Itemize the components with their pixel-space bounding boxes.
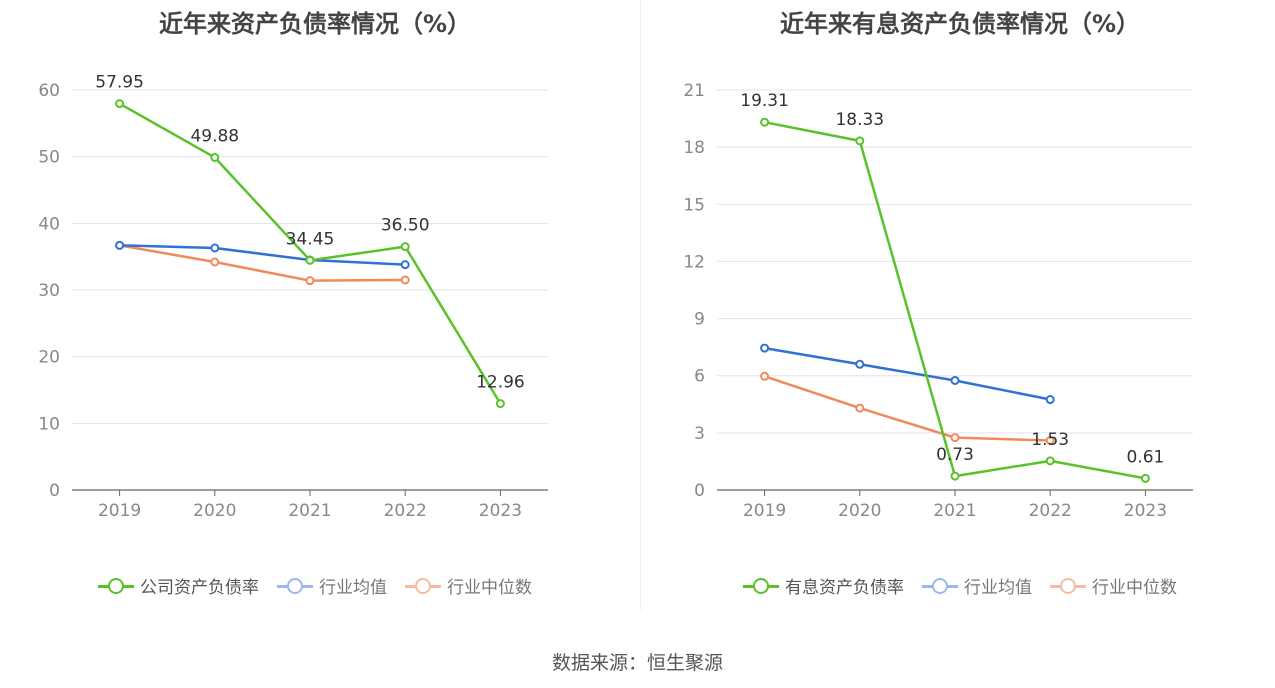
- chart-title: 近年来资产负债率情况（%）: [158, 10, 472, 38]
- legend-item-median[interactable]: 行业中位数: [405, 573, 532, 598]
- y-tick-label: 6: [694, 367, 705, 387]
- data-point-average: [760, 343, 770, 353]
- data-point-company: [210, 152, 220, 162]
- data-point-company: [400, 242, 410, 252]
- data-point-average: [210, 243, 220, 253]
- legend-label: 有息资产负债率: [785, 578, 904, 598]
- panel-divider: [640, 0, 641, 610]
- x-tick-label: 2019: [743, 501, 786, 521]
- y-tick-label: 30: [38, 281, 60, 301]
- y-tick-label: 50: [38, 148, 60, 168]
- chart-asset-liability: 近年来资产负债率情况（%） 0 10 20 30 40 50 60 2019 2020 2021 2…: [0, 0, 630, 620]
- y-tick-label: 0: [694, 481, 705, 501]
- data-point-company: [495, 399, 505, 409]
- data-point-median: [210, 257, 220, 267]
- data-point-company: [855, 136, 865, 146]
- data-label: 1.53: [1031, 430, 1069, 450]
- legend-swatch-icon: [743, 577, 779, 594]
- data-label: 18.33: [835, 110, 884, 130]
- data-point-company: [115, 99, 125, 109]
- y-tick-label: 20: [38, 348, 60, 368]
- legend-label: 行业中位数: [447, 578, 532, 598]
- data-point-median: [760, 371, 770, 381]
- data-point-median: [950, 433, 960, 443]
- data-label: 19.31: [740, 91, 789, 111]
- y-tick-label: 40: [38, 214, 60, 234]
- data-point-company: [950, 471, 960, 481]
- y-tick-label: 0: [49, 481, 60, 501]
- legend-swatch-icon: [98, 577, 134, 594]
- data-label: 0.61: [1126, 447, 1164, 467]
- y-tick-label: 3: [694, 424, 705, 444]
- x-tick-label: 2022: [384, 501, 427, 521]
- x-tick-label: 2023: [1124, 501, 1167, 521]
- x-tick-label: 2019: [98, 501, 141, 521]
- legend-item-company[interactable]: 公司资产负债率: [98, 573, 259, 598]
- data-label: 0.73: [936, 445, 974, 465]
- data-point-median: [305, 276, 315, 286]
- legend-swatch-icon: [277, 577, 313, 594]
- legend-label: 公司资产负债率: [140, 578, 259, 598]
- series-line-median: [764, 375, 1051, 442]
- data-point-average: [115, 240, 125, 250]
- y-tick-label: 21: [683, 81, 705, 101]
- data-label: 34.45: [286, 229, 335, 249]
- x-tick-label: 2021: [933, 501, 976, 521]
- x-tick-label: 2022: [1029, 501, 1072, 521]
- data-point-average: [855, 359, 865, 369]
- data-label: 49.88: [190, 126, 239, 146]
- x-tick-label: 2020: [193, 501, 236, 521]
- data-point-company: [305, 255, 315, 265]
- chart-plot: 0 3 6 9 12 15 18 21 2019 2020 2021 2022 2023 19.31 18.…: [683, 81, 1193, 521]
- series-line-company: [764, 120, 1146, 480]
- data-point-company: [1140, 473, 1150, 483]
- data-label: 36.50: [381, 216, 430, 236]
- legend-swatch-icon: [1050, 577, 1086, 594]
- chart-plot: 0 10 20 30 40 50 60 2019 2020 2021 2022 2023 57.95 49…: [38, 73, 548, 521]
- x-tick-label: 2023: [479, 501, 522, 521]
- legend-swatch-icon: [922, 577, 958, 594]
- data-point-company: [1045, 456, 1055, 466]
- chart-legend: 公司资产负债率 行业均值 行业中位数: [0, 573, 630, 598]
- chart-title: 近年来有息资产负债率情况（%）: [779, 10, 1141, 38]
- data-point-median: [400, 275, 410, 285]
- legend-item-average[interactable]: 行业均值: [922, 573, 1032, 598]
- legend-label: 行业均值: [319, 578, 387, 598]
- series-line-company: [118, 102, 502, 405]
- y-tick-label: 12: [683, 252, 705, 272]
- x-tick-label: 2021: [288, 501, 331, 521]
- data-point-average: [950, 375, 960, 385]
- y-tick-label: 10: [38, 414, 60, 434]
- chart-legend: 有息资产负债率 行业均值 行业中位数: [645, 573, 1275, 598]
- series-line-average: [764, 346, 1051, 401]
- legend-item-median[interactable]: 行业中位数: [1050, 573, 1177, 598]
- legend-swatch-icon: [405, 577, 441, 594]
- legend-label: 行业均值: [964, 578, 1032, 598]
- data-point-average: [1045, 395, 1055, 405]
- data-point-median: [855, 403, 865, 413]
- series-line-median: [119, 244, 406, 282]
- y-tick-label: 60: [38, 81, 60, 101]
- chart-interest-bearing-liability: 近年来有息资产负债率情况（%） 0 3 6 9 12 15 18 21 2019 2020 2021…: [645, 0, 1275, 620]
- data-label: 12.96: [476, 373, 525, 393]
- x-tick-label: 2020: [838, 501, 881, 521]
- legend-item-company[interactable]: 有息资产负债率: [743, 573, 904, 598]
- legend-item-average[interactable]: 行业均值: [277, 573, 387, 598]
- data-source: 数据来源：恒生聚源: [551, 652, 723, 674]
- data-label: 57.95: [95, 73, 144, 93]
- data-point-average: [400, 260, 410, 270]
- y-tick-label: 9: [694, 310, 705, 330]
- data-point-median: [1045, 435, 1055, 445]
- y-tick-label: 15: [683, 195, 705, 215]
- data-point-company: [760, 117, 770, 127]
- legend-label: 行业中位数: [1092, 578, 1177, 598]
- series-line-average: [119, 244, 406, 266]
- y-tick-label: 18: [683, 138, 705, 158]
